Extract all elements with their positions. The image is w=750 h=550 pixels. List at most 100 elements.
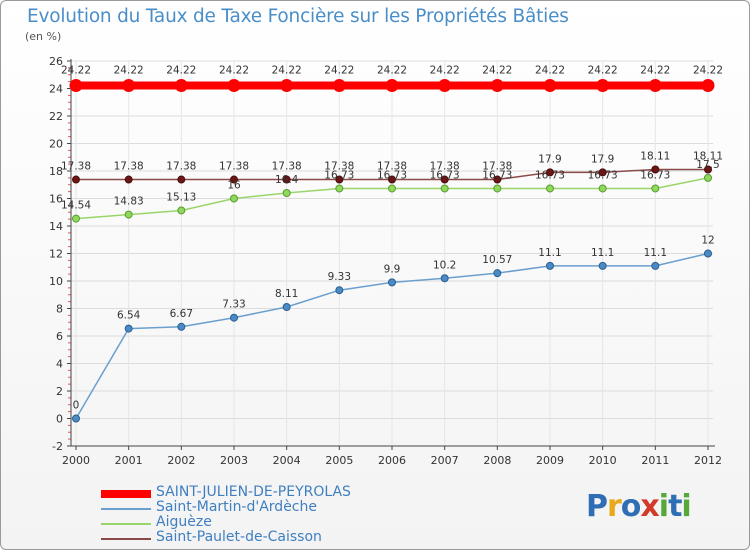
data-point-saint-paulet-de-caisson <box>335 175 344 184</box>
x-tick-label: 2009 <box>536 454 564 467</box>
data-point-aigu-ze <box>124 210 133 219</box>
y-tick-label: 16 <box>49 193 63 206</box>
data-point-aigu-ze <box>177 206 186 215</box>
data-point-saint-julien-de-peyrolas <box>543 78 557 92</box>
data-label-aigu-ze: 16 <box>227 180 241 192</box>
data-label-aigu-ze: 16.73 <box>535 169 565 181</box>
unit-label: (en %) <box>25 30 62 43</box>
legend-swatch <box>101 490 151 498</box>
data-label-aigu-ze: 15.13 <box>166 191 196 203</box>
data-label-saint-paulet-de-caisson: 17.38 <box>482 161 512 173</box>
data-label-saint-paulet-de-caisson: 17.38 <box>166 161 196 173</box>
data-label-saint-martin-d-ard-che: 12 <box>701 235 714 247</box>
legend-swatch <box>101 508 151 510</box>
data-label-saint-paulet-de-caisson: 17.38 <box>324 161 354 173</box>
data-point-saint-martin-d-ard-che <box>177 322 186 331</box>
data-point-saint-julien-de-peyrolas <box>227 78 241 92</box>
data-label-saint-paulet-de-caisson: 18.11 <box>640 150 670 162</box>
data-point-saint-paulet-de-caisson <box>72 175 80 184</box>
data-point-saint-paulet-de-caisson <box>598 168 607 177</box>
x-tick-label: 2010 <box>589 454 617 467</box>
data-point-saint-martin-d-ard-che <box>598 261 607 270</box>
data-label-saint-martin-d-ard-che: 6.54 <box>117 310 141 322</box>
data-point-saint-julien-de-peyrolas <box>438 78 452 92</box>
x-tick-label: 2011 <box>641 454 669 467</box>
data-label-saint-paulet-de-caisson: 17.38 <box>430 161 460 173</box>
data-label-aigu-ze: 16.4 <box>275 174 299 186</box>
logo-letter: x <box>640 489 659 524</box>
data-point-saint-martin-d-ard-che <box>440 274 449 283</box>
legend-label: SAINT-JULIEN-DE-PEYROLAS <box>156 484 351 500</box>
data-point-saint-paulet-de-caisson <box>282 175 291 184</box>
data-label-saint-paulet-de-caisson: 17.38 <box>272 161 302 173</box>
data-point-aigu-ze <box>282 189 291 197</box>
data-label-aigu-ze: 17.5 <box>696 159 719 171</box>
logo-letter: r <box>607 489 622 524</box>
y-tick-label: 20 <box>49 138 63 151</box>
y-tick-label: 2 <box>56 385 63 398</box>
data-label-aigu-ze: 16.73 <box>640 169 670 181</box>
data-label-saint-martin-d-ard-che: 7.33 <box>222 299 245 311</box>
data-point-saint-julien-de-peyrolas <box>332 78 346 92</box>
data-point-saint-julien-de-peyrolas <box>490 78 504 92</box>
y-tick-label: 26 <box>49 55 63 68</box>
data-label-saint-paulet-de-caisson: 17.38 <box>219 161 249 173</box>
data-label-saint-julien-de-peyrolas: 24.22 <box>272 64 302 76</box>
data-point-saint-martin-d-ard-che <box>335 286 344 295</box>
data-point-saint-julien-de-peyrolas <box>69 78 83 92</box>
data-label-saint-julien-de-peyrolas: 24.22 <box>588 64 618 76</box>
data-point-saint-paulet-de-caisson <box>177 175 186 184</box>
data-point-saint-paulet-de-caisson <box>651 165 660 174</box>
data-label-saint-julien-de-peyrolas: 24.22 <box>377 64 407 76</box>
data-point-saint-julien-de-peyrolas <box>701 78 715 92</box>
legend-swatch <box>101 538 151 540</box>
y-tick-label: 14 <box>49 220 63 233</box>
y-tick-label: 10 <box>49 275 63 288</box>
x-tick-label: 2006 <box>378 454 406 467</box>
y-tick-label: 0 <box>56 413 63 426</box>
data-point-saint-paulet-de-caisson <box>124 175 133 184</box>
data-point-aigu-ze <box>493 184 502 193</box>
data-label-saint-martin-d-ard-che: 10.2 <box>433 259 456 271</box>
data-point-saint-paulet-de-caisson <box>388 175 396 184</box>
data-label-saint-martin-d-ard-che: 11.1 <box>644 247 667 259</box>
data-label-saint-paulet-de-caisson: 17.9 <box>591 153 614 165</box>
data-point-saint-paulet-de-caisson <box>546 168 554 177</box>
legend-label: Saint-Martin-d'Ardèche <box>156 499 317 515</box>
data-point-aigu-ze <box>651 184 660 193</box>
data-point-saint-julien-de-peyrolas <box>596 78 610 92</box>
data-point-aigu-ze <box>546 184 554 193</box>
data-label-saint-martin-d-ard-che: 11.1 <box>591 247 614 259</box>
data-label-saint-julien-de-peyrolas: 24.22 <box>166 64 196 76</box>
legend-swatch <box>101 523 151 525</box>
data-label-saint-paulet-de-caisson: 18.11 <box>693 150 723 162</box>
data-point-saint-martin-d-ard-che <box>493 269 502 278</box>
x-tick-label: 2008 <box>483 454 511 467</box>
data-point-saint-julien-de-peyrolas <box>648 78 662 92</box>
data-label-saint-julien-de-peyrolas: 24.22 <box>693 64 723 76</box>
data-label-aigu-ze: 16.73 <box>482 169 512 181</box>
data-point-saint-paulet-de-caisson <box>704 165 712 174</box>
data-point-saint-martin-d-ard-che <box>282 302 291 311</box>
data-label-saint-martin-d-ard-che: 0 <box>73 400 80 412</box>
y-tick-label: 12 <box>49 248 63 261</box>
x-tick-label: 2002 <box>167 454 195 467</box>
data-point-saint-paulet-de-caisson <box>493 175 502 184</box>
data-point-aigu-ze <box>335 184 344 193</box>
data-point-saint-paulet-de-caisson <box>230 175 238 184</box>
y-tick-label: 6 <box>56 330 63 343</box>
data-label-saint-julien-de-peyrolas: 24.22 <box>640 64 670 76</box>
data-label-saint-julien-de-peyrolas: 24.22 <box>535 64 565 76</box>
x-tick-label: 2000 <box>62 454 90 467</box>
x-tick-label: 2004 <box>273 454 301 467</box>
data-label-aigu-ze: 14.54 <box>61 200 91 212</box>
data-label-aigu-ze: 16.73 <box>377 169 407 181</box>
data-point-saint-paulet-de-caisson <box>440 175 449 184</box>
data-point-aigu-ze <box>440 184 449 193</box>
x-tick-label: 2001 <box>115 454 143 467</box>
y-tick-label: 24 <box>49 83 63 96</box>
data-point-saint-julien-de-peyrolas <box>122 78 136 92</box>
data-label-saint-julien-de-peyrolas: 24.22 <box>482 64 512 76</box>
data-point-saint-martin-d-ard-che <box>704 249 712 258</box>
